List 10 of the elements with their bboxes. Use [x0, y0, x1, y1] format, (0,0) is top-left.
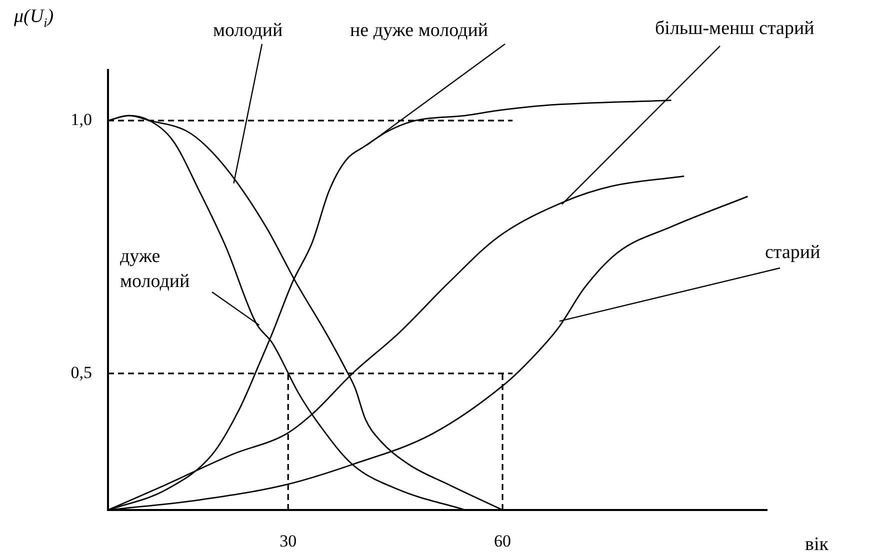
y-tick-label: 1,0	[70, 110, 92, 130]
text: більш-менш старий	[655, 18, 814, 39]
text: молодий	[213, 20, 283, 41]
x-axis-title: вік	[805, 534, 830, 555]
text: не дуже молодий	[350, 20, 488, 41]
text: старий	[765, 242, 820, 263]
x-tick-label: 30	[280, 532, 297, 551]
y-tick-label: 0,5	[70, 362, 92, 382]
series-label: дуже молодий	[120, 246, 190, 292]
x-tick-label: 60	[494, 532, 512, 551]
